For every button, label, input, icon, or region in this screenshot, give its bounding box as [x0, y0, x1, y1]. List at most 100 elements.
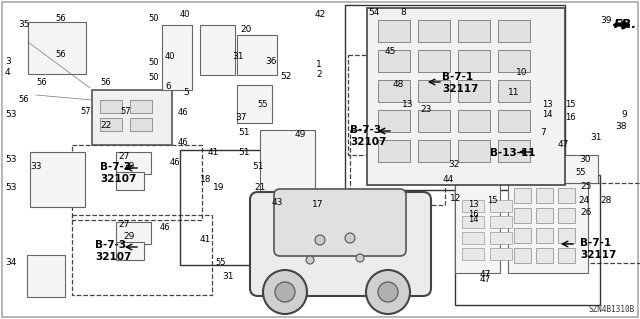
FancyBboxPatch shape: [92, 90, 172, 145]
Polygon shape: [367, 8, 565, 185]
Text: 8: 8: [400, 8, 406, 17]
Text: 46: 46: [160, 223, 171, 232]
Text: 32: 32: [448, 160, 460, 169]
Bar: [536, 208, 553, 223]
FancyBboxPatch shape: [508, 183, 588, 273]
Text: 31: 31: [222, 272, 234, 281]
Text: 30: 30: [579, 155, 591, 164]
Text: 45: 45: [385, 47, 396, 56]
Circle shape: [306, 256, 314, 264]
Text: 28: 28: [600, 196, 611, 205]
Text: 38: 38: [615, 122, 627, 131]
Text: FR.: FR.: [614, 18, 637, 31]
Bar: [498, 80, 530, 102]
FancyBboxPatch shape: [116, 242, 144, 260]
Bar: [418, 80, 450, 102]
FancyBboxPatch shape: [560, 155, 598, 183]
Text: 12: 12: [450, 194, 461, 203]
Text: 35: 35: [18, 20, 29, 29]
Text: 57: 57: [120, 107, 131, 116]
Text: 26: 26: [580, 208, 591, 217]
Text: 56: 56: [55, 50, 66, 59]
Bar: [378, 140, 410, 162]
Text: 56: 56: [55, 14, 66, 23]
FancyBboxPatch shape: [27, 255, 65, 297]
Bar: [378, 80, 410, 102]
Text: 27: 27: [118, 220, 129, 229]
Text: 50: 50: [148, 14, 159, 23]
Text: 41: 41: [200, 235, 211, 244]
Text: 56: 56: [36, 78, 47, 87]
Text: 50: 50: [148, 73, 159, 82]
Text: 18: 18: [200, 175, 211, 184]
Bar: [462, 248, 484, 260]
FancyBboxPatch shape: [260, 130, 315, 195]
Text: 22: 22: [100, 121, 111, 130]
Bar: [558, 188, 575, 203]
Bar: [130, 118, 152, 131]
Bar: [100, 100, 122, 113]
Bar: [555, 183, 640, 263]
Circle shape: [366, 270, 410, 314]
Bar: [378, 20, 410, 42]
Bar: [458, 80, 490, 102]
Bar: [514, 248, 531, 263]
Bar: [462, 200, 484, 212]
Bar: [378, 50, 410, 72]
Text: 25: 25: [580, 182, 591, 191]
Text: 23: 23: [420, 105, 431, 114]
Text: B-7-3
32107: B-7-3 32107: [350, 125, 387, 147]
Bar: [180, 150, 290, 265]
Text: 54: 54: [368, 8, 380, 17]
Text: 29: 29: [123, 232, 134, 241]
Bar: [490, 248, 512, 260]
Bar: [490, 200, 512, 212]
Text: B-7-3
32107: B-7-3 32107: [95, 240, 131, 263]
Bar: [418, 110, 450, 132]
Text: 15: 15: [565, 100, 575, 109]
Text: 19: 19: [213, 183, 225, 192]
Bar: [455, 175, 600, 305]
Text: 21: 21: [254, 183, 266, 192]
Text: 27: 27: [118, 152, 129, 161]
Text: 31: 31: [232, 52, 243, 61]
Text: 53: 53: [5, 110, 17, 119]
FancyBboxPatch shape: [250, 192, 431, 296]
Text: 4: 4: [5, 68, 11, 77]
Text: 46: 46: [178, 138, 189, 147]
FancyBboxPatch shape: [274, 189, 406, 256]
Circle shape: [263, 270, 307, 314]
Circle shape: [315, 235, 325, 245]
Text: 51: 51: [238, 128, 250, 137]
Bar: [558, 208, 575, 223]
Text: 34: 34: [5, 258, 17, 267]
Bar: [498, 50, 530, 72]
Text: 20: 20: [240, 25, 252, 34]
Bar: [378, 110, 410, 132]
Text: 47: 47: [558, 140, 570, 149]
Text: 44: 44: [443, 175, 454, 184]
Text: 14: 14: [542, 110, 552, 119]
Text: 47: 47: [480, 275, 492, 284]
Text: 52: 52: [280, 72, 291, 81]
Text: 47: 47: [480, 270, 492, 279]
Text: 57: 57: [80, 107, 91, 116]
Text: 16: 16: [565, 113, 575, 122]
Circle shape: [356, 254, 364, 262]
Bar: [462, 216, 484, 228]
Text: 39: 39: [600, 16, 611, 25]
Text: 13: 13: [468, 200, 479, 209]
Text: 51: 51: [252, 162, 264, 171]
Text: 49: 49: [295, 130, 307, 139]
Bar: [558, 248, 575, 263]
Circle shape: [378, 282, 398, 302]
Bar: [72, 215, 212, 295]
Bar: [100, 118, 122, 131]
FancyBboxPatch shape: [116, 172, 144, 190]
Text: 3: 3: [5, 57, 11, 66]
Text: 29: 29: [123, 162, 134, 171]
FancyBboxPatch shape: [455, 183, 500, 273]
Circle shape: [275, 282, 295, 302]
Bar: [536, 188, 553, 203]
Text: SZN4B1310B: SZN4B1310B: [589, 305, 635, 314]
